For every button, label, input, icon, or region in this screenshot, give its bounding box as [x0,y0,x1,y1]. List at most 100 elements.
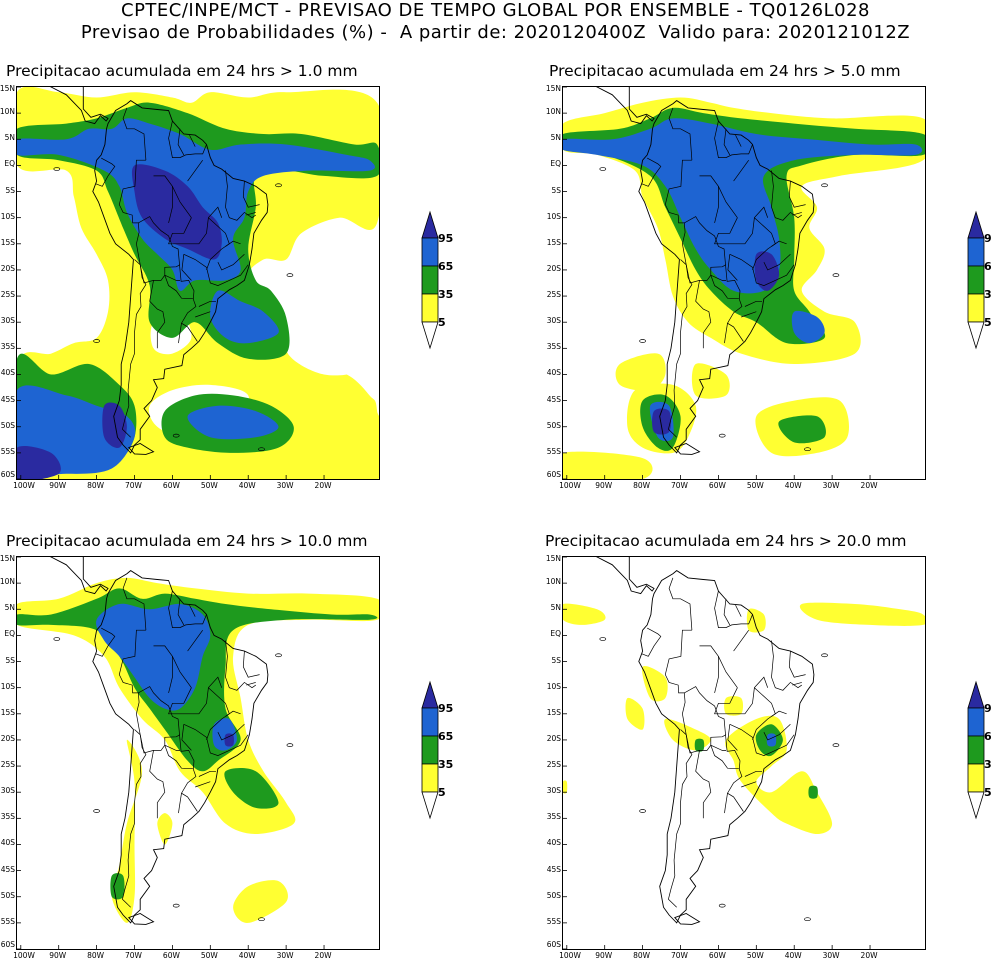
island [172,433,180,438]
island [639,809,646,813]
probability-area-95 [131,164,222,260]
longitude-label: 20W [314,481,332,490]
political-border [792,212,802,216]
probability-area-5 [725,715,833,834]
longitude-label: 20W [314,951,332,960]
longitude-label: 100W [559,951,581,960]
latitude-label: 25S [0,760,15,770]
political-border [164,745,193,770]
colorbar-swatch-5 [967,763,985,793]
tierra-del-fuego-coastline [128,913,155,925]
latitude-label: 50S [0,890,15,900]
latitude-label: EQ [4,159,15,169]
political-border [198,770,216,777]
probability-area-35 [808,785,818,799]
political-border [168,120,207,158]
latitude-label: 15N [545,554,561,563]
political-border [729,253,795,286]
political-border [733,629,749,652]
longitude-label: 100W [13,481,35,490]
political-border [183,253,249,286]
probability-area-5 [799,602,925,626]
political-border [225,710,241,717]
latitude-label: 40S [546,838,561,848]
political-border [122,107,147,161]
political-border [788,651,806,678]
latitude-label: 35S [546,342,561,352]
latitude-label: 10N [0,107,15,117]
political-border [187,159,203,182]
longitude-label: 80W [87,481,105,490]
island [258,917,265,922]
longitude-label: 90W [595,481,613,490]
colorbar-label: 65 [438,260,454,273]
island [639,339,646,343]
latitude-label: 30S [0,316,15,326]
latitude-label: 55S [0,446,15,456]
colorbar-label: 95 [438,702,454,715]
colorbar-label: 65 [438,730,454,743]
political-border [178,793,182,814]
colorbar-swatch-Below [421,321,439,350]
political-border [195,781,211,788]
latitude-label: 10S [0,211,15,221]
political-border [733,159,749,182]
political-border [682,692,727,754]
probability-area-35 [778,415,826,444]
longitude-label: 70W [671,481,688,490]
latitude-label: 40S [0,838,15,848]
island [821,183,828,188]
political-border [168,676,223,715]
map-panel-10mm [16,556,380,950]
political-border [741,311,757,318]
political-border [744,300,762,307]
political-border [168,656,173,693]
political-border [695,280,712,349]
political-border [714,120,753,158]
central-america-coastline [50,557,109,595]
political-border [771,170,802,221]
colorbar-label: 95 [984,702,991,715]
political-border [187,629,203,652]
probability-area-65 [187,405,279,440]
panel-title-1mm: Precipitacao acumulada em 24 hrs > 1.0 m… [6,62,358,80]
colorbar-label: 65 [984,260,991,273]
political-border [714,186,719,223]
longitude-label: 20W [860,481,878,490]
political-border [95,627,116,657]
longitude-label: 50W [746,951,764,960]
longitude-label: 60W [708,481,726,490]
longitude-label: 60W [162,481,180,490]
probability-area-Below [17,265,92,329]
probability-area-95 [17,445,61,479]
latitude-label: 5N [4,603,15,613]
probability-area-5 [746,608,766,633]
probability-area-5 [563,780,568,794]
latitude-label: 25S [546,290,561,300]
map-panel-5mm [562,86,926,480]
political-border [225,240,241,247]
latitude-label: 40S [546,368,561,378]
longitude-label: 20W [860,951,878,960]
political-border [724,323,728,344]
political-border [225,170,256,221]
probability-area-5 [563,603,606,625]
probability-area-5 [615,353,666,391]
island [275,183,282,188]
longitude-label: 80W [633,951,651,960]
political-border [724,793,728,814]
latitude-label: 5N [4,133,15,143]
political-border [714,590,753,628]
colorbar-label: 35 [984,288,991,301]
map-canvas [563,87,925,479]
longitude-label: 80W [633,481,651,490]
political-border [195,311,211,318]
longitude-label: 100W [559,481,581,490]
colorbar-swatch-Below [967,321,985,350]
panel-title-5mm: Precipitacao acumulada em 24 hrs > 5.0 m… [549,62,901,80]
south-america-coastline [638,100,815,454]
political-border [189,604,196,617]
longitude-label: 40W [238,951,256,960]
map-canvas [17,87,379,479]
political-border [744,770,762,777]
